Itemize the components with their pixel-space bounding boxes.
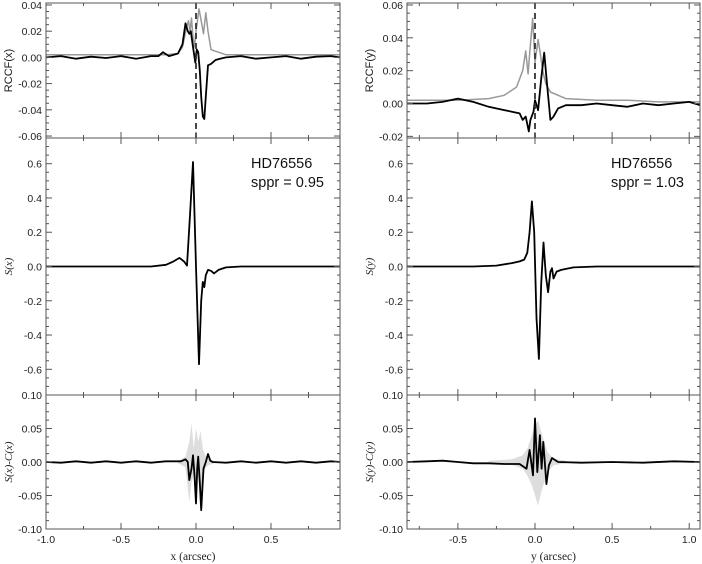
y-axis-label: S(y)-C(y) <box>364 441 376 482</box>
x-tick-label: 0.5 <box>605 534 620 546</box>
y-tick-label: -0.04 <box>18 105 42 117</box>
y-tick-label: 0.05 <box>383 424 404 436</box>
panel-mid-right: -0.6 -0.4 -0.2 0.0 0.2 0.4 0.6 S(y) HD76556 sppr … <box>364 137 701 396</box>
sppr-annotation: sppr = 1.03 <box>611 175 684 191</box>
y-tick-label: -0.4 <box>24 330 42 342</box>
y-tick-label: 0.4 <box>388 193 403 205</box>
x-tick-label: -0.5 <box>112 534 130 546</box>
y-tick-label: -0.4 <box>385 330 403 342</box>
y-tick-label: 0.02 <box>22 26 43 38</box>
panel-bottom-left: -1.0 -0.5 0.0 0.5 -0.10 -0.05 0.00 0.05 0.10 S(x)… <box>3 390 341 563</box>
series-line-residual <box>407 417 700 485</box>
y-tick-label: -0.02 <box>18 79 42 91</box>
x-tick-label: 0.5 <box>264 534 279 546</box>
y-axis-label: S(x)-C(x) <box>3 441 15 482</box>
y-axis-label: RCCF(x) <box>3 49 15 92</box>
y-tick-label: 0.04 <box>383 33 404 45</box>
series-line-black <box>46 22 340 120</box>
y-tick-label: 0.00 <box>22 457 43 469</box>
uncertainty-band <box>178 423 214 509</box>
y-tick-label: -0.10 <box>18 524 42 536</box>
x-tick-label: -0.5 <box>449 534 467 546</box>
y-axis-label: RCCF(y) <box>364 49 376 92</box>
panel-top-left: -0.06 -0.04 -0.02 0.00 0.02 0.04 RCCF(x) <box>3 0 341 143</box>
y-tick-label: -0.6 <box>385 364 403 376</box>
series-line-black <box>407 51 700 133</box>
y-tick-label: 0.10 <box>383 390 404 402</box>
star-name-annotation: HD76556 <box>611 156 672 172</box>
y-tick-label: -0.6 <box>24 364 42 376</box>
y-axis-label: S(y) <box>364 257 376 275</box>
panel-bottom-right: -0.5 0.0 0.5 1.0 -0.10 -0.05 0.00 0.05 0.10 S(y)-… <box>364 390 701 563</box>
y-tick-label: -0.02 <box>379 131 403 143</box>
y-tick-label: -0.10 <box>379 524 403 536</box>
y-tick-label: 0.2 <box>27 227 42 239</box>
panel-mid-left: -0.6 -0.4 -0.2 0.0 0.2 0.4 0.6 S(x) HD76556 sppr … <box>3 137 341 396</box>
y-tick-label: 0.2 <box>388 227 403 239</box>
y-tick-label: 0.00 <box>383 457 404 469</box>
x-tick-label: 1.0 <box>682 534 697 546</box>
y-tick-label: -0.06 <box>18 131 42 143</box>
y-tick-label: 0.02 <box>383 66 404 78</box>
y-tick-label: 0.0 <box>27 262 42 274</box>
star-name-annotation: HD76556 <box>251 156 312 172</box>
x-tick-label: -1.0 <box>37 534 55 546</box>
y-tick-label: -0.05 <box>379 491 403 503</box>
y-tick-label: 0.00 <box>22 52 43 64</box>
y-tick-label: 0.06 <box>383 0 404 12</box>
y-tick-label: -0.2 <box>24 296 42 308</box>
sppr-annotation: sppr = 0.95 <box>251 175 324 191</box>
panel-top-right: -0.02 0.00 0.02 0.04 0.06 RCCF(y) <box>364 0 701 143</box>
series-line-gray <box>46 8 340 56</box>
y-tick-label: 0.00 <box>383 99 404 111</box>
y-axis-label: S(x) <box>3 257 15 275</box>
series-line-s-x- <box>46 161 340 366</box>
x-axis-label: x (arcsec) <box>170 551 215 563</box>
x-tick-label: 0.0 <box>189 534 204 546</box>
y-tick-label: -0.2 <box>385 296 403 308</box>
x-axis-label: y (arcsec) <box>531 551 576 563</box>
y-tick-label: 0.6 <box>27 159 42 171</box>
y-tick-label: 0.05 <box>22 424 43 436</box>
plot-frame <box>45 2 341 139</box>
y-tick-label: -0.05 <box>18 491 42 503</box>
y-tick-label: 0.4 <box>27 193 42 205</box>
series-line-s-y- <box>407 200 700 360</box>
y-tick-label: 0.10 <box>22 390 43 402</box>
y-tick-label: 0.04 <box>22 0 43 12</box>
y-tick-label: 0.0 <box>388 262 403 274</box>
x-tick-label: 0.0 <box>528 534 543 546</box>
series-line-residual <box>46 453 340 512</box>
series-line-gray <box>407 17 700 103</box>
y-tick-label: 0.6 <box>388 159 403 171</box>
